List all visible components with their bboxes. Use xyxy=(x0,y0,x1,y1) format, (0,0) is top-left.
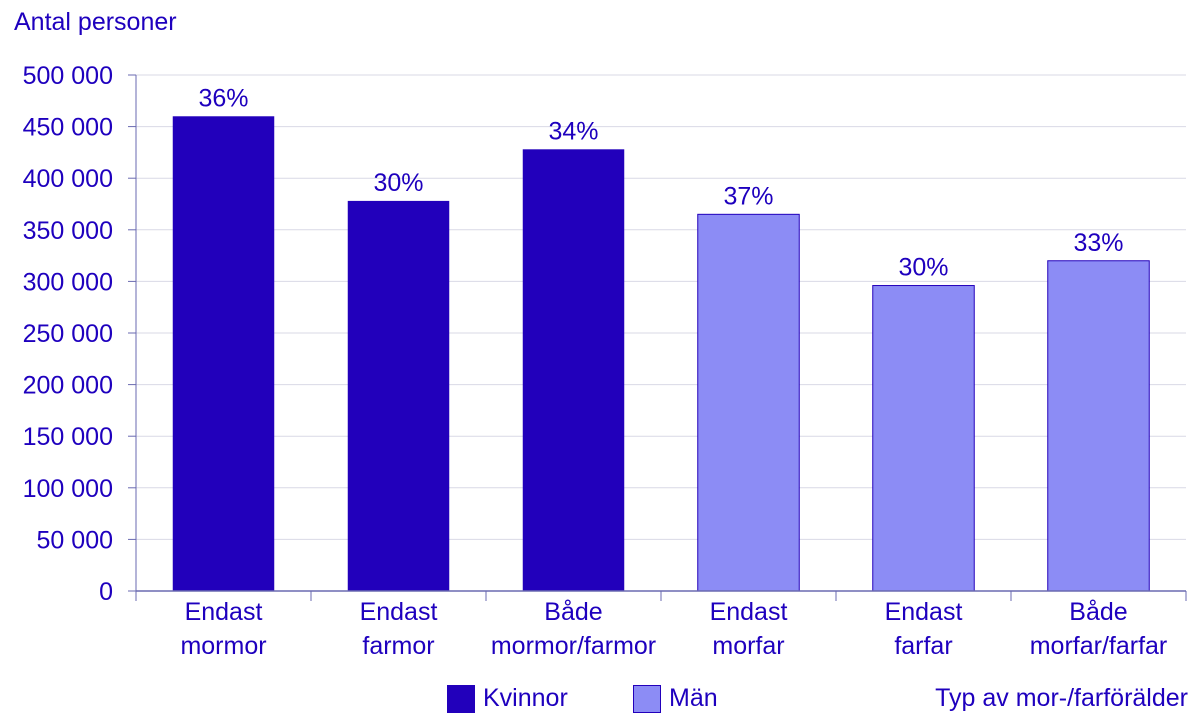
legend-swatch-man xyxy=(633,684,661,713)
data-label: 30% xyxy=(898,254,948,282)
legend-item-man: Män xyxy=(633,684,718,713)
x-tick-label: farfar xyxy=(894,632,952,660)
y-tick-label: 50 000 xyxy=(37,526,113,554)
bar xyxy=(1047,260,1150,592)
legend-swatch-kvinnor xyxy=(447,684,475,713)
x-tick-label: morfar xyxy=(712,632,784,660)
x-tick-label: mormor xyxy=(180,632,266,660)
y-tick-label: 200 000 xyxy=(23,372,113,400)
x-tick-label: Både xyxy=(1069,598,1127,626)
bar-chart: 0 50 000 100 000 150 000 200 000 250 000 300 0… xyxy=(23,62,1187,660)
x-tick-label: Både xyxy=(544,598,602,626)
data-label: 37% xyxy=(723,182,773,210)
x-tick-label: farmor xyxy=(362,632,434,660)
x-tick-label: Endast xyxy=(710,598,788,626)
y-tick-label: 0 xyxy=(99,578,113,606)
x-tick-label: mormor/farmor xyxy=(491,632,656,660)
data-label: 36% xyxy=(198,84,248,112)
y-tick-label: 300 000 xyxy=(23,268,113,296)
y-tick-label: 500 000 xyxy=(23,62,113,90)
x-axis-title: Typ av mor-/farförälder xyxy=(935,684,1188,712)
y-tick-label: 100 000 xyxy=(23,475,113,503)
y-tick-label: 450 000 xyxy=(23,114,113,142)
x-tick-label: Endast xyxy=(360,598,438,626)
data-label: 30% xyxy=(373,169,423,197)
x-tick-label: Endast xyxy=(885,598,963,626)
y-axis-title: Antal personer xyxy=(14,8,177,36)
legend: Kvinnor Män xyxy=(0,684,1200,718)
bar xyxy=(522,149,625,591)
y-tick-label: 400 000 xyxy=(23,165,113,193)
bar xyxy=(697,213,800,592)
y-tick-label: 350 000 xyxy=(23,217,113,245)
data-label: 34% xyxy=(548,117,598,145)
y-tick-label: 150 000 xyxy=(23,423,113,451)
x-tick-label: Endast xyxy=(185,598,263,626)
legend-item-kvinnor: Kvinnor xyxy=(447,684,568,713)
y-tick-label: 250 000 xyxy=(23,320,113,348)
data-label: 33% xyxy=(1073,229,1123,257)
x-tick-label: morfar/farfar xyxy=(1030,632,1168,660)
bar xyxy=(347,200,450,592)
bar xyxy=(172,116,275,591)
legend-label-man: Män xyxy=(669,684,718,712)
bar xyxy=(872,285,975,592)
legend-label-kvinnor: Kvinnor xyxy=(483,684,568,712)
